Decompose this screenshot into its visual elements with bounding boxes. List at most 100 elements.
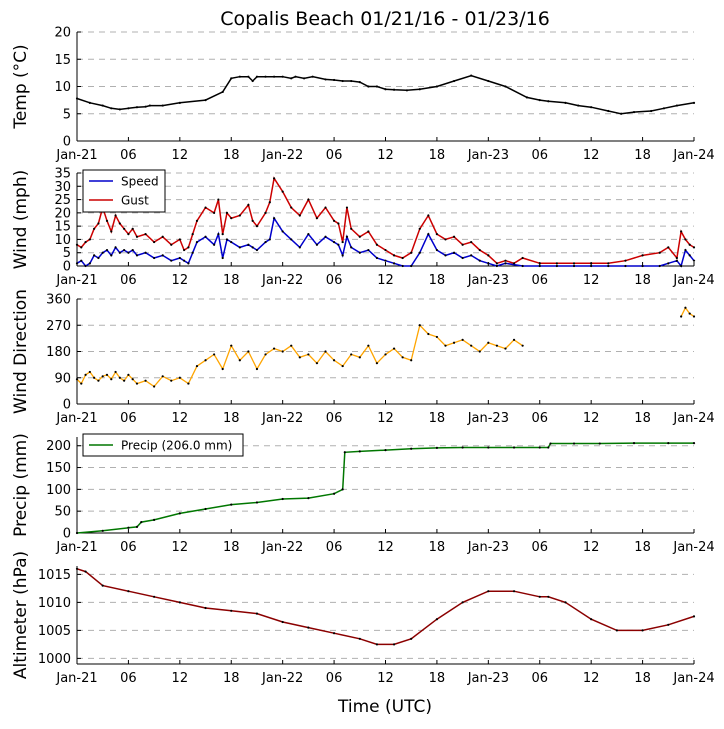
data-point (195, 364, 199, 368)
data-point (384, 248, 387, 252)
data-point (452, 79, 456, 83)
data-point (140, 520, 143, 524)
data-point (191, 251, 194, 254)
data-point (225, 238, 229, 241)
data-point (358, 356, 361, 359)
data-point (667, 442, 670, 445)
data-point (80, 246, 83, 249)
data-point (538, 446, 541, 449)
data-point (213, 243, 216, 246)
data-point (332, 240, 336, 244)
data-point (487, 590, 490, 593)
y-tick-label: 0 (63, 527, 71, 542)
data-point (444, 254, 447, 257)
data-point (127, 251, 130, 254)
data-point (144, 233, 147, 236)
data-point (487, 341, 490, 344)
data-point (135, 382, 139, 385)
legend-precip: Precip (206.0 mm) (82, 433, 244, 457)
data-point (153, 256, 156, 260)
data-point (114, 246, 117, 249)
data-point (358, 450, 361, 453)
data-point (230, 240, 233, 244)
data-point (358, 637, 361, 640)
x-tick-label: 18 (429, 273, 446, 288)
data-point (358, 251, 361, 254)
data-point (392, 643, 396, 646)
data-point (650, 109, 653, 113)
data-point (452, 341, 456, 344)
data-point (105, 248, 109, 252)
data-point (461, 601, 464, 604)
x-tick-label: Jan-22 (261, 671, 303, 686)
data-point (230, 217, 233, 220)
x-tick-label: Jan-23 (467, 671, 509, 686)
x-tick-label: 06 (531, 148, 548, 163)
x-tick-label: Jan-24 (672, 540, 714, 555)
x-tick-label: 06 (326, 540, 343, 555)
data-point (75, 262, 79, 265)
data-point (101, 104, 104, 107)
data-point (667, 262, 670, 265)
data-point (204, 235, 207, 238)
data-point (487, 79, 490, 83)
x-tick-label: 12 (172, 411, 189, 426)
data-point (264, 211, 267, 214)
data-point (221, 90, 224, 94)
data-point (281, 75, 284, 78)
y-tick-label: 15 (54, 53, 71, 68)
data-point (375, 643, 379, 646)
data-point (272, 177, 276, 180)
y-tick-label: 1000 (38, 652, 71, 667)
x-tick-label: 12 (583, 411, 600, 426)
x-tick-label: 12 (377, 540, 394, 555)
data-point (680, 264, 683, 268)
y-tick-label: 10 (54, 80, 71, 95)
x-tick-label: 06 (120, 148, 137, 163)
data-point (144, 105, 147, 108)
data-point (110, 107, 113, 110)
data-point (123, 379, 126, 382)
data-point (692, 315, 696, 318)
data-point (204, 507, 207, 511)
data-point (80, 259, 83, 262)
data-point (452, 251, 456, 254)
data-point (302, 77, 306, 80)
x-tick-label: 06 (120, 540, 137, 555)
data-point (692, 259, 696, 262)
data-point (547, 595, 550, 598)
data-point (221, 233, 224, 236)
x-tick-label: Jan-23 (467, 411, 509, 426)
data-point (247, 203, 250, 206)
data-point (170, 259, 173, 262)
data-point (255, 248, 259, 252)
data-point (183, 248, 186, 252)
data-point (607, 262, 610, 265)
y-tick-label: 0 (63, 398, 71, 413)
data-point (204, 359, 207, 362)
data-point (521, 256, 524, 260)
data-point (375, 85, 379, 88)
data-point (324, 350, 327, 353)
data-point (495, 344, 499, 347)
data-point (367, 85, 370, 88)
y-tick-label: 5 (63, 246, 71, 261)
data-point (658, 251, 661, 254)
x-tick-label: 12 (377, 671, 394, 686)
data-point (632, 111, 636, 114)
data-point (187, 246, 190, 249)
x-tick-label: Jan-21 (55, 148, 97, 163)
series-line-temp (76, 74, 695, 115)
data-point (187, 262, 190, 265)
data-point (358, 235, 361, 238)
data-point (418, 251, 421, 254)
x-tick-label: 12 (583, 148, 600, 163)
data-point (341, 79, 344, 83)
y-axis-label: Wind (mph) (11, 170, 31, 270)
x-tick-label: Jan-24 (672, 671, 714, 686)
data-point (504, 85, 507, 88)
x-tick-label: 12 (377, 411, 394, 426)
data-point (392, 88, 396, 91)
data-point (345, 235, 349, 238)
data-point (487, 262, 490, 265)
